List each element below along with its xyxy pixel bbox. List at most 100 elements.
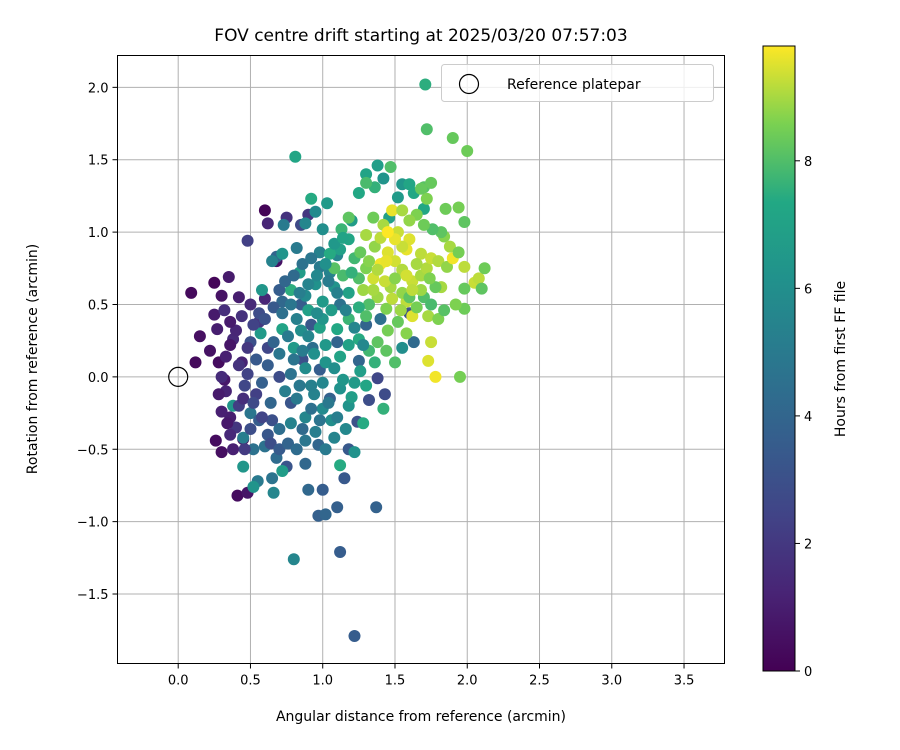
data-point <box>247 443 260 456</box>
data-point <box>256 284 268 296</box>
legend-box <box>441 64 714 102</box>
data-point <box>289 150 302 163</box>
data-point <box>241 341 254 354</box>
x-tick-label: 0.5 <box>240 674 261 689</box>
data-point <box>193 330 206 343</box>
data-point <box>319 443 332 456</box>
data-point <box>284 417 297 430</box>
data-point <box>391 315 404 328</box>
data-point <box>348 376 361 389</box>
data-point <box>420 192 433 205</box>
data-point <box>452 201 465 214</box>
data-point <box>230 324 242 337</box>
data-point <box>299 362 312 375</box>
data-point <box>273 347 286 360</box>
data-point <box>410 258 423 270</box>
data-point <box>299 217 312 230</box>
data-point <box>389 272 401 285</box>
data-point <box>407 336 420 349</box>
colorbar-tick-label: 0 <box>804 665 812 680</box>
data-point <box>237 431 250 444</box>
data-point <box>250 353 263 366</box>
data-point <box>296 344 309 357</box>
data-point <box>219 350 232 363</box>
data-point <box>279 275 292 288</box>
data-point <box>396 240 409 253</box>
data-point <box>296 258 309 270</box>
y-tick-label: 1.0 <box>88 226 109 241</box>
data-point <box>337 231 349 244</box>
data-point <box>264 396 277 409</box>
colorbar-gradient <box>762 45 796 672</box>
y-tick-label: −1.5 <box>77 588 109 603</box>
data-point <box>354 365 367 378</box>
data-point <box>429 281 442 294</box>
data-point <box>258 204 271 217</box>
data-point <box>422 310 435 323</box>
data-point <box>380 255 393 268</box>
data-point <box>256 376 268 389</box>
data-point <box>432 313 445 325</box>
data-point <box>293 286 306 299</box>
data-point <box>215 289 228 302</box>
data-point <box>449 298 462 311</box>
legend-label: Reference platepar <box>507 77 641 93</box>
data-point <box>302 278 315 291</box>
data-point <box>244 407 257 420</box>
data-point <box>237 392 250 405</box>
data-point <box>380 344 393 357</box>
data-point <box>267 486 280 499</box>
data-point <box>276 247 289 260</box>
data-point <box>352 187 365 199</box>
data-point <box>371 159 384 172</box>
x-tick-label: 0.0 <box>168 674 189 689</box>
data-point <box>290 392 303 405</box>
data-point <box>208 276 221 289</box>
data-point <box>381 226 394 239</box>
data-point <box>396 204 409 217</box>
data-point <box>357 339 370 351</box>
data-point <box>420 123 433 136</box>
data-point <box>276 307 289 320</box>
data-point <box>247 396 260 409</box>
data-point <box>279 385 292 398</box>
data-point <box>370 501 383 514</box>
data-point <box>185 286 198 299</box>
data-point <box>386 292 399 305</box>
data-point <box>415 284 427 296</box>
data-point <box>363 394 375 406</box>
data-point <box>299 411 312 424</box>
data-point <box>331 323 344 336</box>
data-point <box>319 339 332 351</box>
data-point <box>313 414 326 427</box>
data-point <box>316 223 329 236</box>
data-point <box>403 214 416 227</box>
colorbar-tick-label: 4 <box>804 410 812 425</box>
data-point <box>425 176 438 189</box>
data-point <box>337 373 349 386</box>
data-point <box>331 336 344 349</box>
data-point <box>367 211 380 224</box>
data-point <box>287 269 300 282</box>
colorbar-label: Hours from first FF file <box>833 281 849 437</box>
data-point <box>423 272 436 285</box>
data-point <box>360 379 373 392</box>
data-point <box>316 376 329 389</box>
reference-marker <box>168 366 189 387</box>
data-point <box>352 354 365 367</box>
data-point <box>264 437 277 450</box>
data-point <box>415 182 427 195</box>
y-tick-label: −1.0 <box>77 516 109 531</box>
data-point <box>305 402 318 415</box>
data-point <box>363 255 375 268</box>
data-point <box>339 304 352 317</box>
data-point <box>266 255 279 268</box>
data-point <box>391 191 404 204</box>
y-tick-label: −0.5 <box>77 443 109 458</box>
data-point <box>322 275 335 288</box>
data-point <box>215 405 228 418</box>
data-point <box>319 356 332 369</box>
data-point <box>354 246 367 259</box>
data-point <box>342 286 355 299</box>
data-point <box>277 218 290 231</box>
